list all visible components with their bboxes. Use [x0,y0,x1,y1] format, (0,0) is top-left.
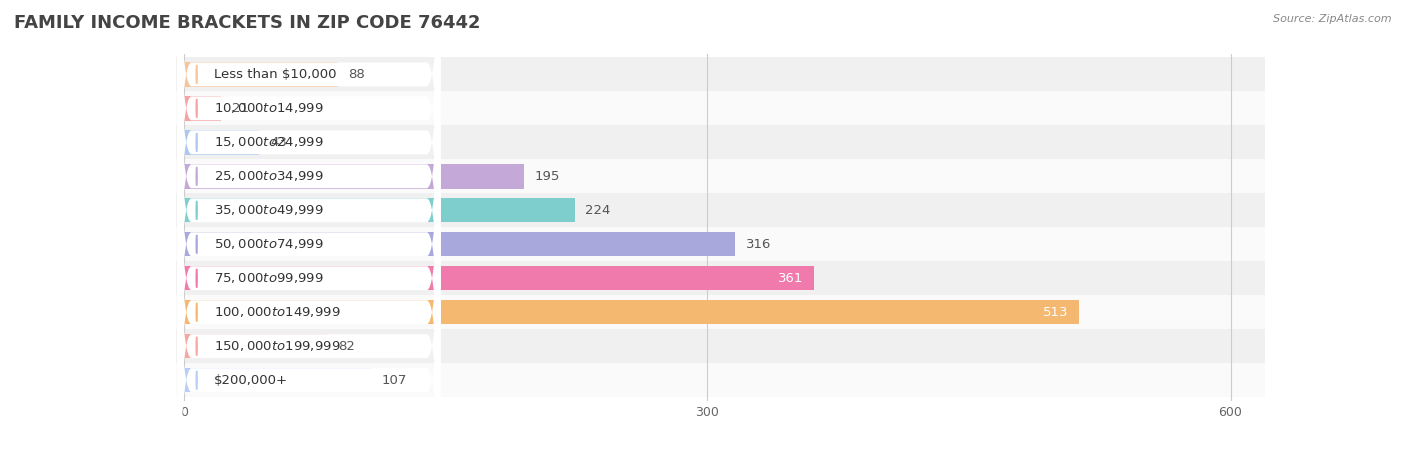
Bar [184,300,1078,324]
Bar [176,261,1265,295]
Bar [176,227,1265,261]
Text: $50,000 to $74,999: $50,000 to $74,999 [214,237,323,251]
Bar [176,363,1265,397]
Bar [184,164,524,189]
Text: $25,000 to $34,999: $25,000 to $34,999 [214,169,323,183]
Text: $100,000 to $149,999: $100,000 to $149,999 [214,305,340,319]
Text: $15,000 to $24,999: $15,000 to $24,999 [214,135,323,149]
FancyBboxPatch shape [177,0,440,450]
Bar [184,266,814,290]
Text: $200,000+: $200,000+ [214,374,288,387]
Bar [176,126,1265,159]
Text: 361: 361 [778,272,803,285]
FancyBboxPatch shape [177,0,440,436]
Text: 513: 513 [1043,306,1069,319]
FancyBboxPatch shape [177,0,440,450]
Text: FAMILY INCOME BRACKETS IN ZIP CODE 76442: FAMILY INCOME BRACKETS IN ZIP CODE 76442 [14,14,481,32]
Bar [176,295,1265,329]
FancyBboxPatch shape [177,18,440,450]
Text: 107: 107 [381,374,406,387]
Text: $150,000 to $199,999: $150,000 to $199,999 [214,339,340,353]
Text: Source: ZipAtlas.com: Source: ZipAtlas.com [1274,14,1392,23]
Text: 195: 195 [534,170,560,183]
Bar [184,232,735,256]
Text: 316: 316 [745,238,772,251]
Bar [184,62,337,86]
FancyBboxPatch shape [177,0,440,368]
Bar [176,329,1265,363]
Bar [184,198,575,222]
Bar [176,194,1265,227]
Text: 43: 43 [270,136,287,149]
Text: Less than $10,000: Less than $10,000 [214,68,336,81]
Bar [184,368,371,392]
Text: 224: 224 [585,204,610,217]
Bar [184,96,221,121]
Text: $35,000 to $49,999: $35,000 to $49,999 [214,203,323,217]
Text: $10,000 to $14,999: $10,000 to $14,999 [214,101,323,115]
Bar [184,130,260,154]
FancyBboxPatch shape [177,86,440,450]
Bar [184,334,328,358]
Bar [176,159,1265,194]
FancyBboxPatch shape [177,120,440,450]
Text: 88: 88 [349,68,366,81]
FancyBboxPatch shape [177,52,440,450]
Bar [176,91,1265,126]
Text: $75,000 to $99,999: $75,000 to $99,999 [214,271,323,285]
FancyBboxPatch shape [177,0,440,402]
Bar [176,58,1265,91]
Text: 21: 21 [232,102,249,115]
Text: 82: 82 [337,340,354,353]
FancyBboxPatch shape [177,0,440,334]
